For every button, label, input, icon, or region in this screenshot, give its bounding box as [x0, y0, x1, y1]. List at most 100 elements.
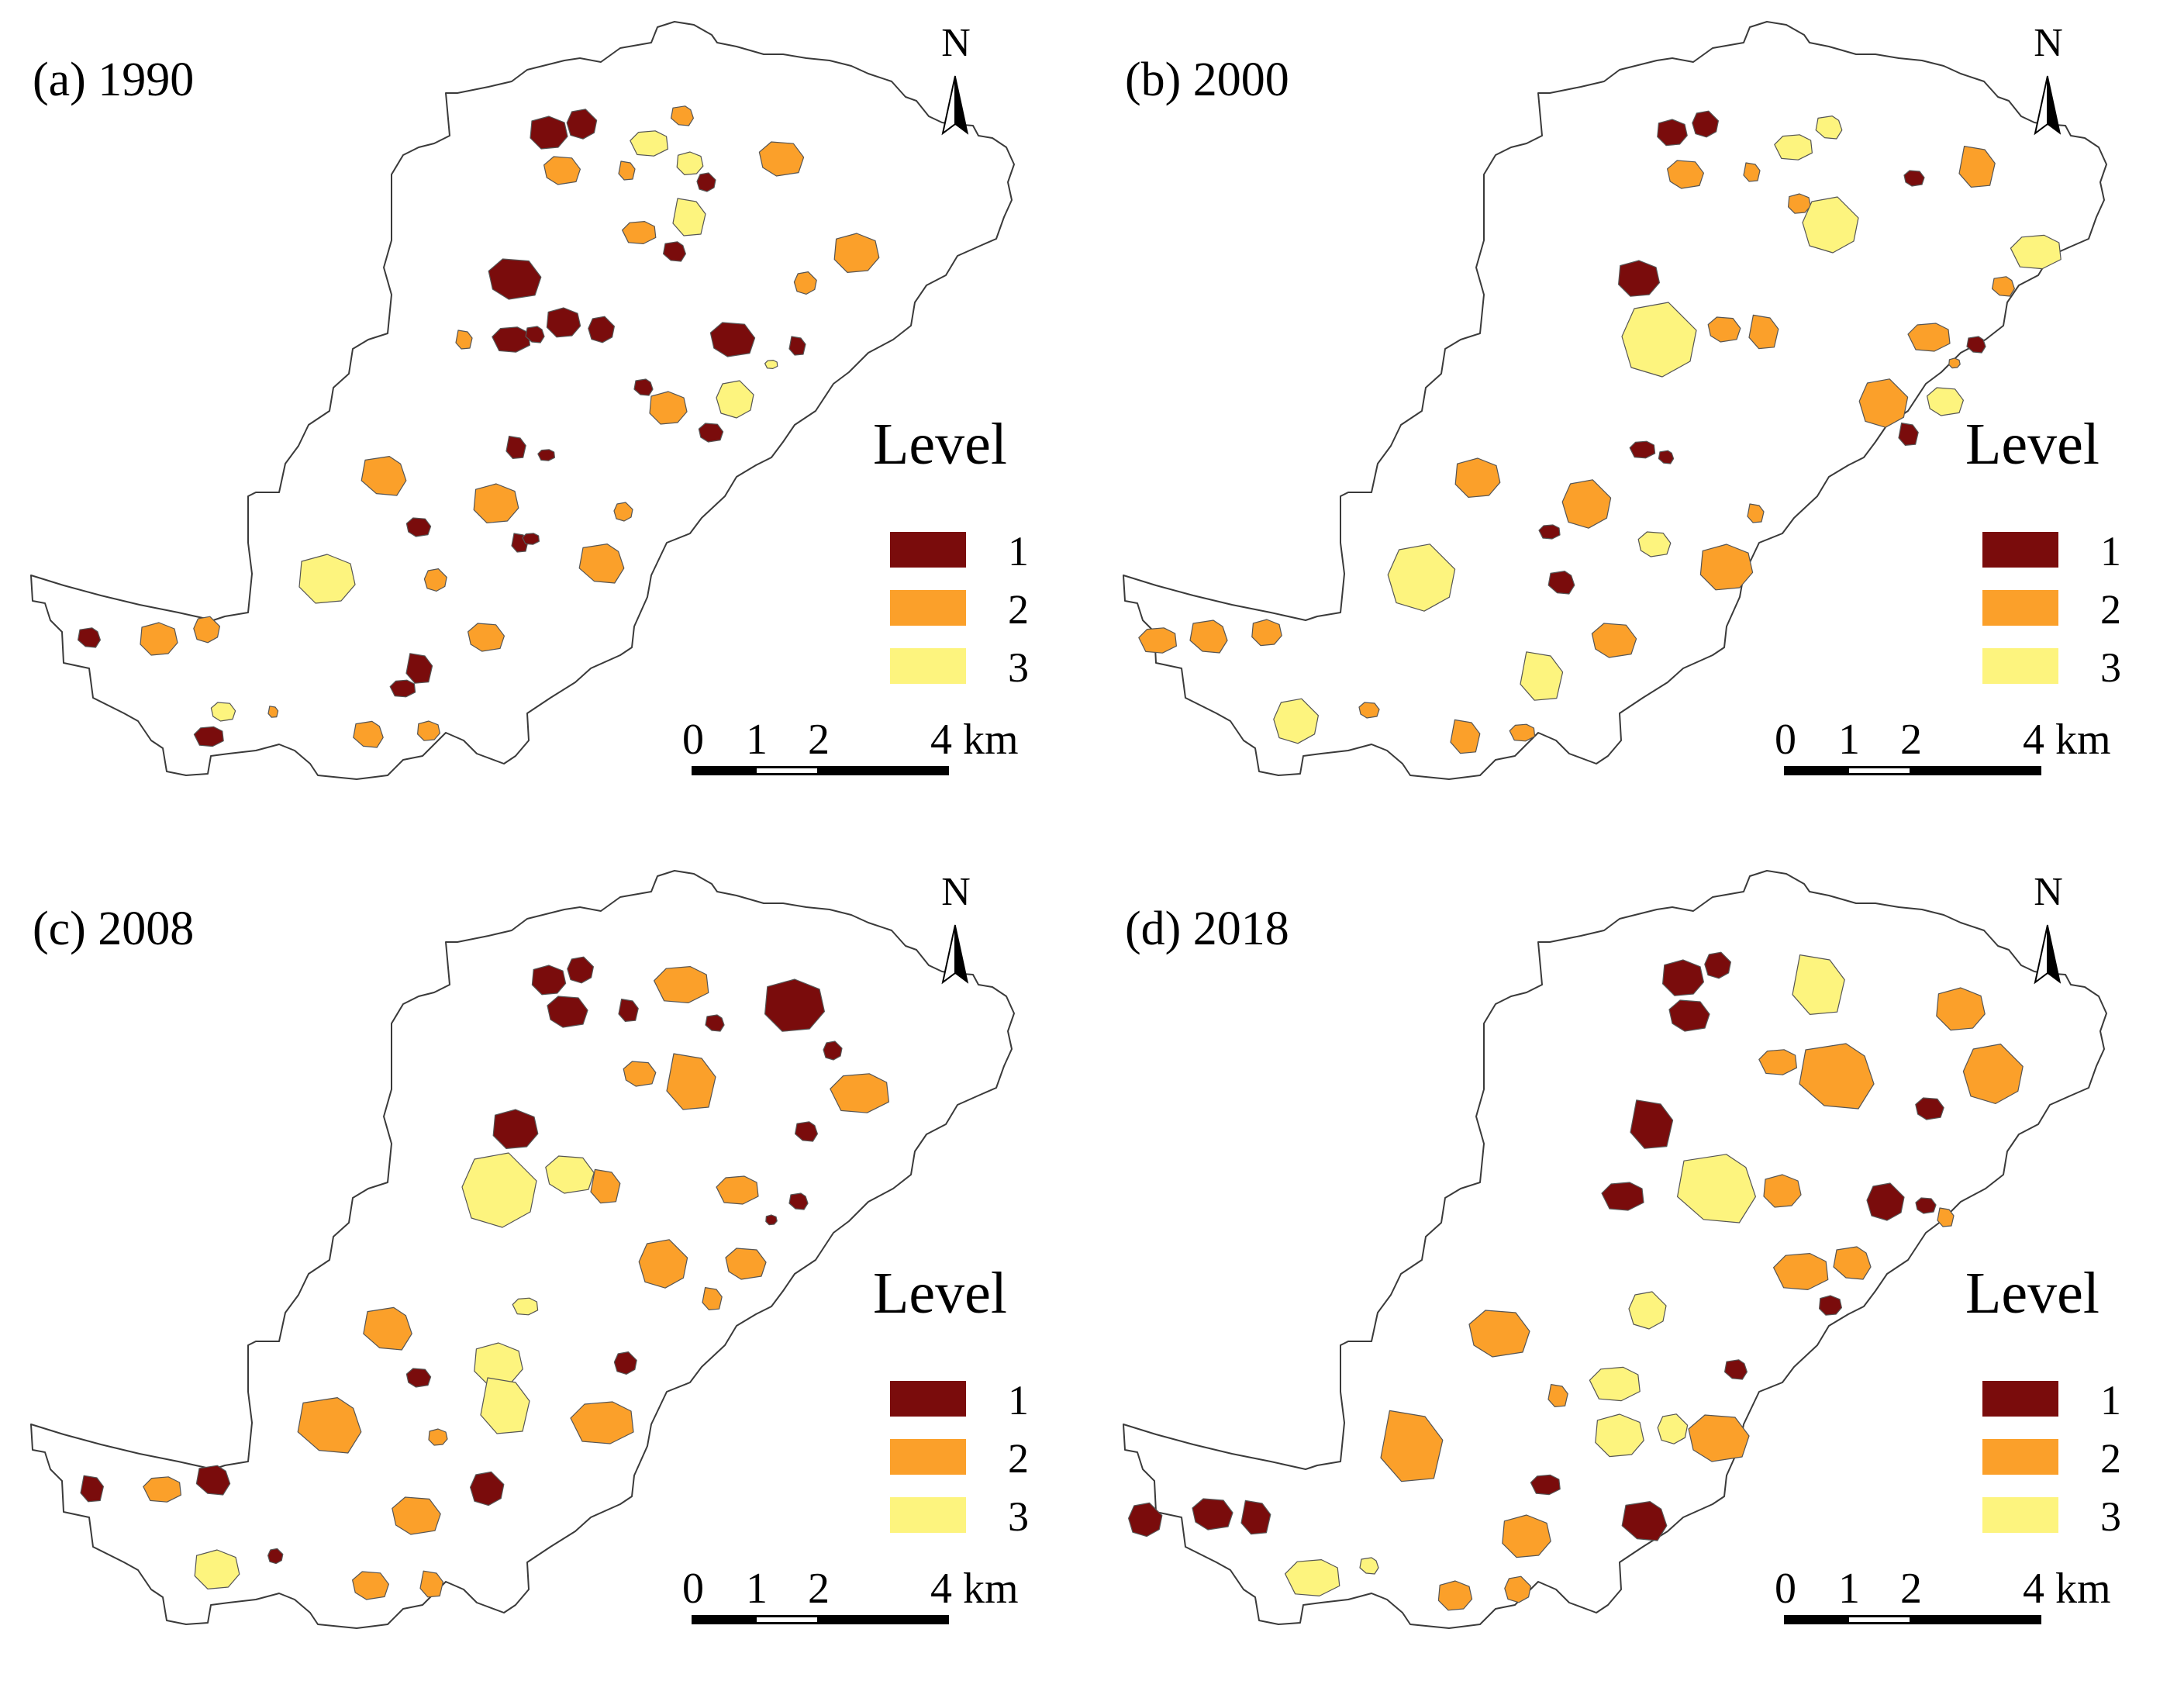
patch-level-3	[1628, 1291, 1667, 1330]
patch-level-1	[1629, 440, 1656, 459]
patch-level-3	[1657, 1413, 1689, 1444]
north-arrow-icon	[2034, 924, 2062, 985]
patch-level-3	[1621, 302, 1697, 378]
patch-level-1	[567, 956, 595, 984]
patch-level-3	[1926, 387, 1965, 416]
map-canvas	[30, 870, 1015, 1629]
patch-level-3	[1359, 1557, 1379, 1575]
patch-level-2	[1561, 479, 1612, 529]
legend-swatch	[1982, 1497, 2058, 1533]
scale-tick-label: 0	[682, 1565, 704, 1613]
patch-level-1	[267, 1548, 284, 1565]
patch-level-2	[725, 1248, 767, 1280]
north-arrow-icon	[2034, 75, 2062, 136]
map-panel-d: (d) 2018 N Level 1 2 3 0 1 2 4 km	[1092, 849, 2184, 1698]
patch-level-1	[698, 423, 724, 443]
scale-tick-label: 4 km	[2023, 716, 2111, 764]
scale-bar-line	[692, 766, 949, 775]
patch-level-2	[1699, 544, 1754, 591]
patch-level-1	[195, 1465, 231, 1496]
patch-level-1	[193, 726, 224, 747]
patch-level-2	[702, 1286, 723, 1311]
patch-level-2	[1962, 1044, 2024, 1104]
north-label: N	[929, 22, 983, 65]
patch-level-2	[1502, 1514, 1551, 1558]
patch-level-1	[546, 307, 581, 338]
legend-label: 2	[2100, 586, 2121, 633]
patch-level-2	[830, 1073, 890, 1113]
patch-level-1	[405, 653, 433, 684]
scale-tick-label: 2	[1900, 716, 1922, 764]
patch-level-2	[570, 1401, 634, 1444]
patch-level-3	[1774, 134, 1813, 160]
patch-level-2	[361, 455, 407, 496]
patch-level-1	[530, 116, 568, 150]
patch-level-1	[566, 109, 598, 140]
legend-swatch	[890, 1381, 966, 1417]
patch-level-1	[764, 978, 826, 1032]
patch-level-1	[488, 258, 542, 300]
patch-level-1	[633, 378, 654, 396]
patch-level-3	[545, 1155, 595, 1194]
legend-title: Level	[873, 1261, 1008, 1326]
panel-title: (b) 2000	[1125, 53, 1289, 106]
patch-level-3	[461, 1152, 537, 1228]
study-area-boundary	[30, 870, 1015, 1629]
patch-level-2	[352, 1571, 389, 1600]
patch-level-3	[194, 1549, 240, 1590]
patch-level-1	[525, 326, 545, 343]
patch-level-1	[405, 1368, 432, 1388]
patch-level-1	[1617, 260, 1661, 297]
patch-level-1	[613, 1351, 637, 1375]
north-letter: N	[941, 870, 971, 914]
patch-level-1	[1668, 999, 1710, 1032]
patch-level-2	[1450, 719, 1481, 754]
patch-level-1	[492, 1109, 539, 1149]
patch-level-1	[1915, 1197, 1937, 1214]
patch-level-1	[1903, 170, 1925, 187]
patch-level-2	[649, 391, 688, 425]
patch-level-3	[512, 1297, 539, 1316]
legend-label: 3	[2100, 1493, 2121, 1540]
patch-level-2	[666, 1053, 716, 1110]
patch-level-1	[547, 996, 588, 1028]
patch-level-1	[522, 533, 540, 545]
map-panel-b: (b) 2000 N Level 1 2 3 0 1 2 4 km	[1092, 0, 2184, 849]
patch-level-2	[833, 233, 880, 273]
map-canvas	[30, 21, 1015, 780]
north-label: N	[2021, 871, 2075, 914]
patch-level-2	[1937, 1207, 1955, 1227]
patch-level-3	[716, 380, 754, 419]
legend-label: 1	[1008, 1377, 1029, 1424]
patch-level-2	[618, 160, 636, 181]
patch-level-2	[758, 141, 805, 177]
patch-level-2	[1189, 619, 1228, 654]
patch-level-1	[1621, 1500, 1668, 1541]
panel-title: (a) 1990	[33, 53, 195, 106]
patch-level-2	[363, 1306, 412, 1351]
legend-label: 3	[1008, 1493, 1029, 1540]
patch-level-3	[1285, 1558, 1340, 1597]
patch-level-2	[297, 1396, 362, 1454]
legend-label: 1	[1008, 528, 1029, 575]
patch-level-3	[764, 360, 778, 369]
patch-level-1	[1538, 524, 1561, 540]
scale-tick-label: 2	[808, 1565, 830, 1613]
patch-level-1	[1192, 1498, 1233, 1531]
legend-label: 2	[2100, 1435, 2121, 1482]
patch-level-1	[823, 1041, 843, 1061]
patch-level-1	[1723, 1359, 1748, 1380]
legend-title: Level	[873, 412, 1008, 477]
patch-level-1	[588, 316, 616, 343]
patch-level-3	[1595, 1413, 1644, 1458]
patch-level-1	[1530, 1474, 1561, 1496]
patch-level-2	[1743, 162, 1761, 182]
legend-swatch	[890, 1497, 966, 1533]
patch-level-3	[1273, 698, 1319, 744]
patch-level-2	[1787, 193, 1812, 214]
scale-bar-segment	[757, 1617, 817, 1622]
patch-level-1	[77, 627, 101, 648]
legend-label: 3	[1008, 644, 1029, 691]
